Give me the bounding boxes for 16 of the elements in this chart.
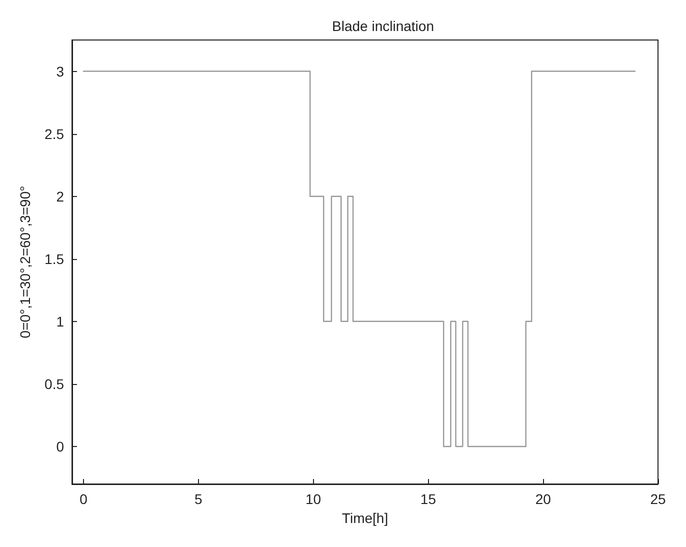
x-tick-label: 20 — [535, 491, 552, 507]
y-tick-label: 2 — [56, 188, 64, 204]
y-axis-title: 0=0°,1=30°,2=60°,3=90° — [17, 186, 33, 338]
y-tick-label: 0 — [56, 438, 64, 454]
y-tick-label: 0.5 — [44, 376, 64, 392]
x-tick-label: 10 — [306, 491, 322, 507]
y-tick-label: 1.5 — [44, 250, 64, 267]
x-tick-label: 0 — [80, 491, 88, 507]
y-tick-label: 3 — [56, 63, 64, 80]
x-tick-label: 25 — [650, 491, 666, 507]
chart-title: Blade inclination — [332, 18, 434, 34]
y-tick-label: 2.5 — [44, 126, 64, 142]
x-tick-label: 15 — [420, 491, 436, 507]
y-tick-label: 1 — [56, 313, 64, 330]
x-tick-label: 5 — [194, 491, 202, 507]
x-axis-title: Time[h] — [342, 510, 388, 526]
